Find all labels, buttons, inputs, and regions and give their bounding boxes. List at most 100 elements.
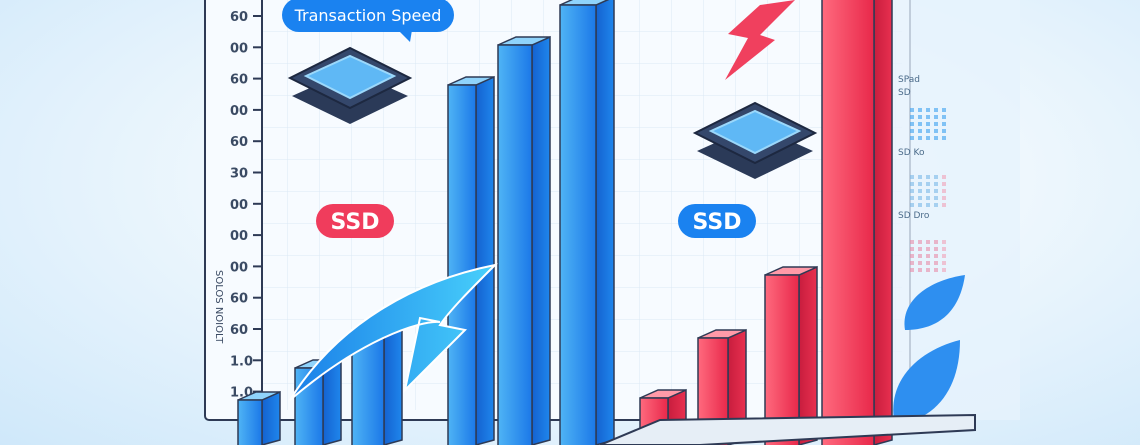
y-tick-label: 00: [230, 198, 248, 213]
base-platform: [599, 413, 976, 445]
blue-bar: [497, 35, 551, 445]
legend-swatch: [910, 115, 914, 119]
blue-bar: [447, 75, 495, 445]
curved-arrow-icon: [289, 263, 499, 401]
legend-swatch: [942, 136, 946, 140]
legend-swatch: [942, 240, 946, 244]
lightning-icon: [725, 0, 795, 80]
legend-swatch: [910, 129, 914, 133]
legend-swatch: [934, 129, 938, 133]
legend-swatch: [934, 136, 938, 140]
legend-swatch: [942, 247, 946, 251]
legend-item: SD Dro: [898, 211, 930, 221]
legend-swatch: [934, 175, 938, 179]
legend-swatch: [942, 115, 946, 119]
legend-swatch: [934, 261, 938, 265]
y-axis: SOLOS NOIOLT: [213, 270, 224, 344]
legend-swatch: [910, 175, 914, 179]
callout-label: Transaction Speed: [294, 6, 442, 25]
legend-swatch: [918, 254, 922, 258]
y-tick-label: 00: [230, 260, 248, 275]
legend-swatch: [926, 196, 930, 200]
legend-swatch: [910, 189, 914, 193]
legend-swatch: [934, 254, 938, 258]
legend-swatch: [910, 196, 914, 200]
legend-swatch: [918, 122, 922, 126]
legend-swatch: [942, 261, 946, 265]
blue-bar: [294, 358, 342, 445]
legend-swatch: [934, 240, 938, 244]
legend-swatch: [918, 203, 922, 207]
legend-swatch: [918, 247, 922, 251]
legend-swatch: [942, 129, 946, 133]
legend-swatch: [910, 240, 914, 244]
legend-swatch: [918, 175, 922, 179]
legend-swatch: [926, 240, 930, 244]
chip-icon: [287, 46, 413, 124]
chip-icon: [692, 101, 818, 179]
legend-swatch: [910, 261, 914, 265]
legend-item: SPad: [898, 75, 920, 85]
transaction-speed-callout: Transaction Speed: [282, 0, 454, 42]
blue-bar: [351, 325, 403, 445]
legend-swatch: [910, 136, 914, 140]
ssd-badge-blue: SSD: [678, 204, 756, 238]
legend-swatch: [910, 108, 914, 112]
legend: SPad SD SD Ko SD Dro: [898, 75, 946, 272]
legend-swatch: [910, 268, 914, 272]
leaf-icon: [893, 275, 965, 425]
legend-swatch: [918, 268, 922, 272]
legend-item: SD: [898, 88, 911, 98]
legend-swatch: [942, 189, 946, 193]
legend-swatch: [942, 268, 946, 272]
y-tick-label: 00: [230, 41, 248, 56]
legend-swatch: [926, 203, 930, 207]
y-tick-label: 60: [230, 10, 248, 25]
y-tick-label: 60: [230, 323, 248, 338]
legend-swatch: [910, 122, 914, 126]
legend-swatch: [926, 136, 930, 140]
legend-swatch: [926, 268, 930, 272]
legend-swatch: [910, 254, 914, 258]
legend-swatch: [942, 108, 946, 112]
legend-swatch: [934, 196, 938, 200]
legend-swatch: [926, 108, 930, 112]
legend-swatch: [926, 189, 930, 193]
legend-swatch: [926, 182, 930, 186]
legend-swatch: [918, 182, 922, 186]
legend-swatch: [942, 203, 946, 207]
red-bar: [821, 0, 893, 445]
ssd-badge-red: SSD: [316, 204, 394, 238]
legend-swatch: [942, 122, 946, 126]
legend-swatch: [926, 261, 930, 265]
legend-swatch: [926, 122, 930, 126]
legend-swatch: [926, 129, 930, 133]
legend-swatch: [926, 247, 930, 251]
svg-text:SSD: SSD: [331, 210, 380, 235]
legend-swatch: [942, 254, 946, 258]
y-tick-label: 30: [230, 167, 248, 182]
y-tick-label: 00: [230, 229, 248, 244]
svg-text:SSD: SSD: [693, 210, 742, 235]
blue-bar: [237, 390, 281, 445]
blue-bar: [559, 0, 615, 445]
legend-swatch: [934, 115, 938, 119]
legend-swatch: [918, 108, 922, 112]
legend-swatch: [918, 189, 922, 193]
red-bar: [764, 265, 818, 445]
legend-swatch: [918, 136, 922, 140]
legend-swatch: [918, 240, 922, 244]
legend-swatch: [918, 115, 922, 119]
legend-swatch: [918, 196, 922, 200]
legend-swatch: [910, 247, 914, 251]
legend-swatch: [934, 189, 938, 193]
legend-swatch: [926, 175, 930, 179]
legend-swatch: [934, 182, 938, 186]
legend-swatch: [926, 254, 930, 258]
y-tick-label: 60: [230, 292, 248, 307]
legend-swatch: [942, 196, 946, 200]
legend-swatch: [910, 182, 914, 186]
legend-swatch: [934, 268, 938, 272]
legend-swatch: [910, 203, 914, 207]
